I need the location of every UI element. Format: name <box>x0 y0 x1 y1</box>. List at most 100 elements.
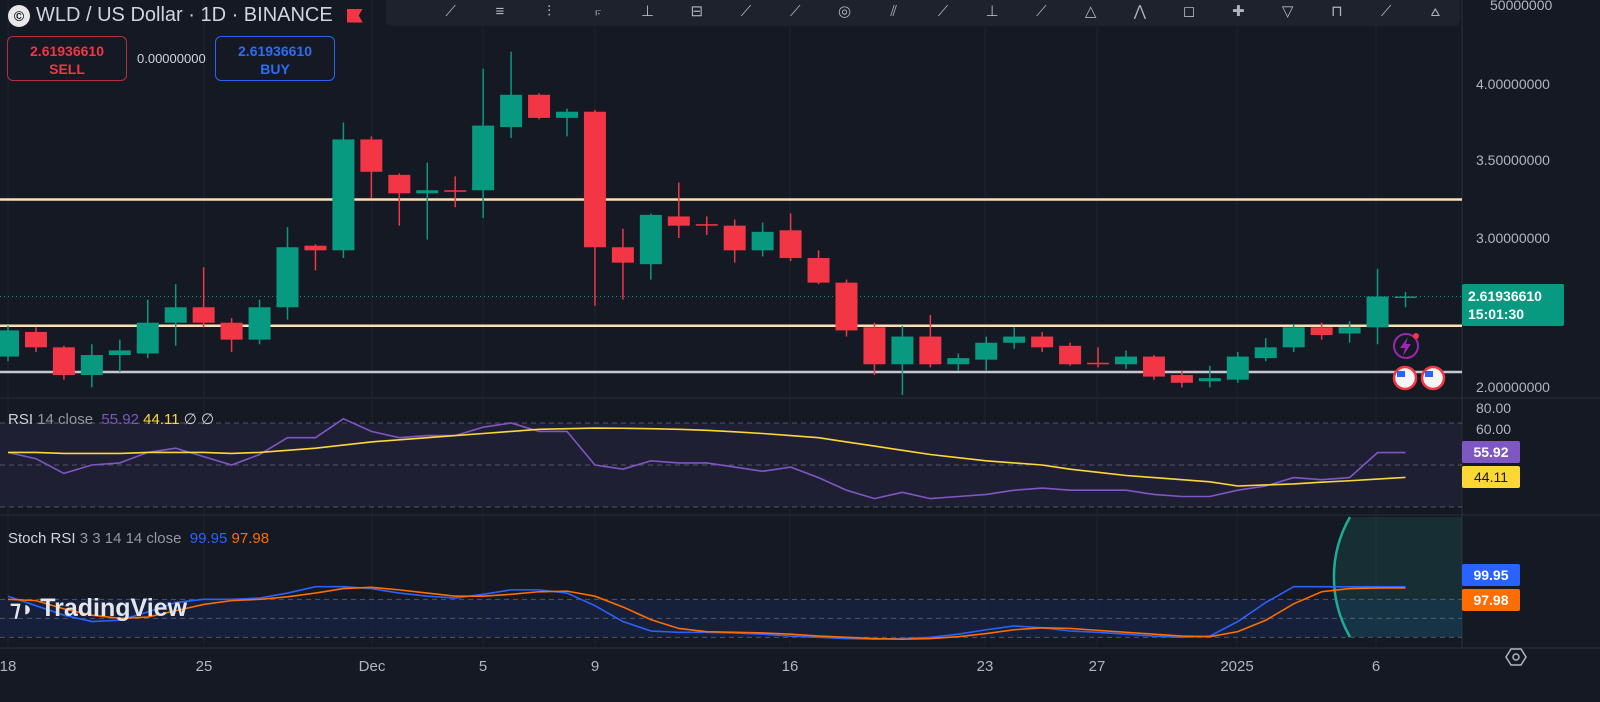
tradingview-logo-icon: ⁊◗ <box>10 595 35 621</box>
arrow-tool-icon[interactable]: ✚ <box>1232 3 1245 20</box>
trend-line-tool-icon[interactable]: ⟋ <box>445 3 456 20</box>
xabcd-tool-icon[interactable]: ⋀ <box>1133 3 1147 20</box>
triangle-tool-icon[interactable]: △ <box>1084 3 1097 20</box>
ray-tool-icon[interactable]: ⟋ <box>740 3 752 20</box>
date-axis-label: 2025 <box>1220 658 1254 675</box>
us-flag-event-icon <box>1392 365 1418 391</box>
candle-body <box>695 224 718 226</box>
buy-price: 2.61936610 <box>238 43 312 59</box>
symbol-title: WLD / US Dollar · 1D · BINANCE <box>36 4 333 26</box>
candle-body <box>1366 296 1389 328</box>
candle-body <box>164 307 187 323</box>
candle-body <box>1142 356 1165 377</box>
anchor-tool-icon[interactable]: ⊥ <box>985 3 999 20</box>
worldcoin-logo-icon: © <box>8 4 30 27</box>
buy-label: BUY <box>260 61 290 77</box>
candle-body <box>723 225 746 251</box>
curve-tool-icon[interactable]: ◻ <box>1182 3 1196 20</box>
candle-body <box>0 330 19 357</box>
sell-price: 2.61936610 <box>30 43 104 59</box>
candle-body <box>583 111 606 248</box>
candle-body <box>1115 356 1137 365</box>
buy-button[interactable]: 2.61936610 BUY <box>215 36 335 81</box>
notification-dot <box>1413 333 1419 339</box>
stoch-d-value-tag: 97.98 <box>1462 589 1520 611</box>
date-axis-label: 9 <box>590 658 600 675</box>
date-axis-label: 23 <box>976 658 994 675</box>
highlight-region <box>1333 517 1462 637</box>
highlight-arc <box>1332 516 1352 638</box>
symbol-header[interactable]: © WLD / US Dollar · 1D · BINANCE <box>8 4 363 27</box>
date-axis-label: 5 <box>478 658 488 675</box>
horizontal-lines-tool-icon[interactable]: ≡ <box>495 3 505 20</box>
candle-body <box>1170 375 1193 383</box>
candle-body <box>639 214 662 265</box>
candle-body <box>500 94 523 128</box>
pattern-tool-icon[interactable]: ⩟ <box>1430 3 1440 20</box>
candle-body <box>304 245 327 251</box>
candle-body <box>556 111 578 118</box>
brush-tool-icon[interactable]: ⟔ <box>594 3 602 20</box>
us-flag-canton <box>1397 371 1405 377</box>
date-axis-label: 25 <box>195 658 213 675</box>
arc-tool-icon[interactable]: ⟋ <box>1036 3 1047 20</box>
rsi-ma-line <box>8 427 1406 487</box>
us-flag-event-icon <box>1420 365 1446 391</box>
rsi-axis-label: 80.00 <box>1476 400 1512 416</box>
candle-body <box>80 355 103 376</box>
rsi-legend[interactable]: RSI 14 close 55.92 44.11 ∅ ∅ <box>8 411 215 428</box>
candle-body <box>444 190 467 192</box>
candle-body <box>891 336 914 365</box>
circle-tool-icon[interactable]: ◎ <box>837 3 852 20</box>
parallel-channel-tool-icon[interactable]: ⫽ <box>890 3 898 20</box>
candle-body <box>1282 327 1305 348</box>
candle-body <box>220 322 243 340</box>
candle-body <box>108 350 131 356</box>
current-price-tag: 2.61936610 15:01:30 <box>1462 284 1564 326</box>
sell-label: SELL <box>49 61 85 77</box>
rsi-line <box>7 417 1406 500</box>
stoch-rsi-legend[interactable]: Stoch RSI 3 3 14 14 close 99.95 97.98 <box>8 530 270 547</box>
spread-value: 0.00000000 <box>137 51 206 66</box>
candle-body <box>611 247 634 263</box>
price-axis-label: 3.50000000 <box>1476 152 1550 168</box>
candle-body <box>975 342 998 360</box>
price-axis-label: 2.00000000 <box>1476 379 1550 395</box>
rsi-value-tag: 55.92 <box>1462 441 1520 463</box>
vertical-line-tool-icon[interactable]: ⊥ <box>641 3 655 20</box>
lightning-glyph-icon <box>1400 337 1411 356</box>
rsi-ma-value-tag: 44.11 <box>1462 466 1520 488</box>
stoch-d-line <box>7 586 1406 641</box>
bar-countdown: 15:01:30 <box>1468 306 1525 322</box>
candle-body <box>947 358 970 365</box>
date-axis-label: 18 <box>0 658 17 675</box>
candle-body <box>1226 356 1249 380</box>
elliott-wave-tool-icon[interactable]: ⟋ <box>937 3 949 20</box>
candle-body <box>863 327 886 365</box>
date-axis-label: 27 <box>1088 658 1106 675</box>
pitchfork-tool-icon[interactable]: ⫶ <box>547 3 551 20</box>
candle-body <box>1003 336 1026 343</box>
us-flag-canton <box>1425 371 1433 377</box>
candle-body <box>807 258 830 283</box>
flag-icon[interactable] <box>346 8 363 23</box>
tradingview-watermark: ⁊◗ TradingView <box>10 594 188 622</box>
polyline-tool-icon[interactable]: ⟋ <box>1380 3 1392 20</box>
candle-body <box>1087 362 1110 365</box>
candle-body <box>835 282 858 331</box>
candle-body <box>1394 296 1417 299</box>
candle-body <box>332 139 355 251</box>
candle-body <box>472 125 495 191</box>
sell-button[interactable]: 2.61936610 SELL <box>7 36 127 81</box>
lightning-event-icon <box>1393 333 1419 359</box>
candle-body <box>1254 347 1277 359</box>
diamond-tool-icon[interactable]: ▽ <box>1281 3 1294 20</box>
stoch-k-value-tag: 99.95 <box>1462 564 1520 586</box>
path-tool-icon[interactable]: ⟋ <box>790 3 801 20</box>
settings-gear-icon[interactable] <box>1505 646 1527 668</box>
candle-body <box>1338 327 1361 334</box>
date-axis-label: 16 <box>781 658 799 675</box>
rectangle-tool-icon[interactable]: ⊟ <box>690 3 704 20</box>
box-tool-icon[interactable]: ⊓ <box>1330 3 1343 20</box>
